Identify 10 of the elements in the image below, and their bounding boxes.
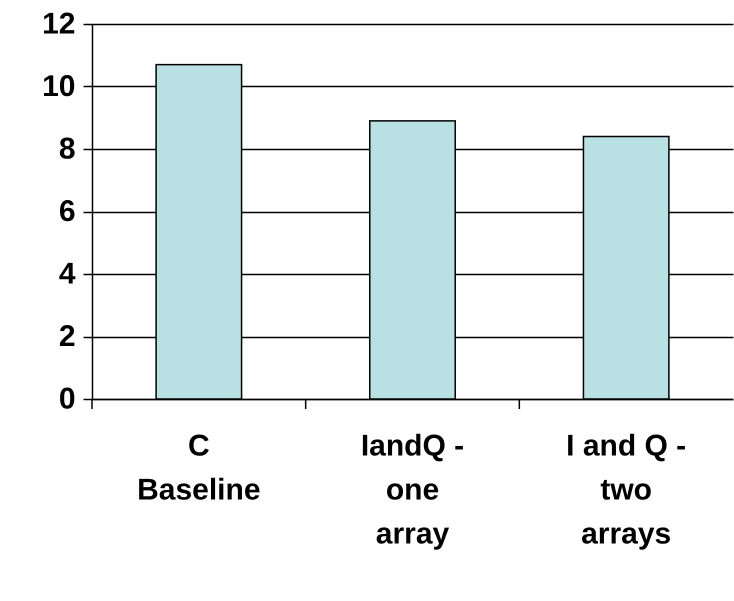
y-tick-label: 8 [58,132,76,166]
x-tick-label: C Baseline [137,430,261,506]
y-tick-label: 6 [58,195,76,228]
y-tick-label: 0 [58,382,76,416]
y-tick-label: 2 [58,320,76,353]
y-tick-label: 10 [42,70,76,103]
x-tick-label: IandQ - one array [360,430,464,550]
y-tick-label: 4 [58,258,76,290]
y-tick-label: 12 [42,8,76,40]
x-tick-label: I and Q - two arrays [566,430,686,550]
